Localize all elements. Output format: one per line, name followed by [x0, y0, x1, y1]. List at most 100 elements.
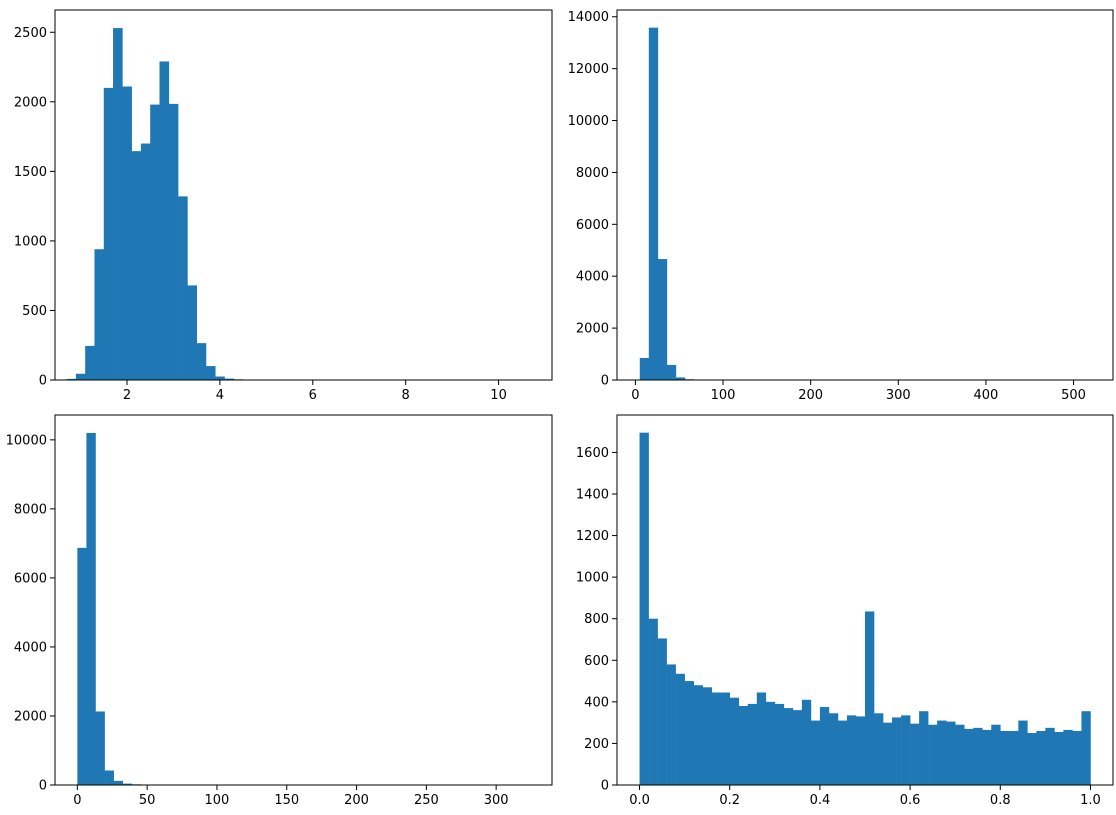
x-tick-label: 100 [711, 388, 736, 403]
histogram-bar [837, 720, 848, 785]
x-tick-label: 2 [123, 388, 131, 403]
histogram-bar [819, 707, 830, 785]
histogram-bar [178, 196, 188, 380]
histogram-bar [901, 715, 911, 785]
histogram-bar [205, 366, 216, 380]
x-tick-label: 500 [1061, 388, 1086, 403]
y-tick-label: 2500 [14, 26, 47, 41]
x-tick-label: 150 [274, 793, 299, 808]
x-tick-label: 100 [205, 793, 230, 808]
y-tick-label: 600 [584, 654, 609, 669]
y-tick-label: 500 [22, 304, 47, 319]
histogram-bar [66, 378, 77, 380]
histogram-bar [792, 710, 803, 785]
histogram-bar [86, 432, 96, 785]
histogram-bar [224, 378, 235, 380]
histogram-panel-bottom-right: 0.0 0.2 0.4 0.6 0.8 1.0 0 200 400 600 800 1000 1200 1… [576, 414, 1114, 808]
histogram-bar [187, 285, 197, 380]
histogram-bar [1036, 730, 1046, 785]
x-tick-label: 250 [414, 793, 439, 808]
histogram-bar [77, 547, 87, 785]
x-tick-label: 300 [886, 388, 911, 403]
x-tick-label: 400 [974, 388, 999, 403]
histogram-bar [657, 259, 668, 380]
y-tick-label: 4000 [14, 640, 47, 655]
y-tick-label: 2000 [576, 322, 609, 337]
y-tick-label: 0 [39, 779, 47, 794]
x-tick-label: 0 [73, 793, 81, 808]
y-tick-label: 0 [601, 779, 609, 794]
histogram-bar [131, 151, 142, 380]
y-tick-label: 10000 [6, 433, 47, 448]
histogram-bar [122, 783, 133, 785]
axes-frame [54, 9, 553, 381]
x-tick-label: 0 [631, 388, 639, 403]
histogram-bar [666, 364, 677, 380]
y-tick-label: 8000 [576, 166, 609, 181]
histogram-bar [729, 697, 740, 785]
histogram-bar [747, 703, 758, 785]
histogram-bar [928, 724, 938, 785]
histogram-bar [159, 61, 170, 380]
histogram-bar [168, 103, 179, 380]
histogram-bar [910, 723, 920, 785]
histogram-bar [919, 711, 929, 785]
histogram-bar [955, 724, 965, 785]
x-tick-label: 0.8 [990, 793, 1011, 808]
histogram-bar [122, 86, 132, 380]
histogram-bar [103, 87, 114, 380]
histogram-bar [720, 692, 731, 785]
histogram-bar [150, 104, 160, 380]
histogram-bar [738, 706, 749, 785]
histogram-bar [874, 713, 884, 785]
x-tick-label: 0.2 [719, 793, 740, 808]
histogram-bar [846, 715, 857, 785]
histogram-bar [657, 638, 667, 785]
histogram-bar [693, 685, 703, 785]
histogram-bar [215, 376, 225, 380]
y-tick-label: 0 [39, 374, 47, 389]
histogram-bar [883, 722, 893, 785]
y-tick-label: 400 [584, 695, 609, 710]
histogram-bar [1045, 727, 1055, 785]
histogram-bar [648, 27, 659, 380]
histogram-bar [801, 699, 812, 785]
histogram-bar [1054, 731, 1064, 785]
histogram-bar [774, 703, 785, 785]
x-tick-label: 0.4 [810, 793, 831, 808]
histogram-bar [95, 711, 105, 785]
histogram-panel-top-right: 0 100 200 300 400 500 0 2000 4000 6000 8000 10000 12… [568, 9, 1114, 403]
histogram-bar [196, 343, 207, 380]
axes-frame [616, 9, 1114, 381]
histogram-bar [783, 708, 794, 785]
histogram-bar [94, 249, 105, 380]
histogram-bar [892, 717, 902, 785]
x-tick-label: 1.0 [1080, 793, 1101, 808]
histogram-bar [946, 721, 956, 785]
x-tick-label: 4 [216, 388, 224, 403]
histogram-bar [865, 611, 875, 785]
histogram-bar [937, 720, 947, 785]
y-tick-label: 200 [584, 737, 609, 752]
x-tick-label: 200 [798, 388, 823, 403]
x-tick-label: 0.0 [629, 793, 650, 808]
y-tick-label: 8000 [14, 502, 47, 517]
histogram-bar [973, 727, 983, 785]
histogram-bar [104, 770, 114, 785]
x-tick-label: 300 [484, 793, 509, 808]
histogram-bar [1063, 729, 1073, 785]
histogram-bar [1009, 730, 1019, 785]
y-tick-label: 800 [584, 612, 609, 627]
x-tick-label: 0.6 [900, 793, 921, 808]
y-tick-label: 2000 [14, 709, 47, 724]
axes-frame [54, 414, 553, 786]
y-tick-label: 1200 [576, 529, 609, 544]
y-tick-label: 4000 [576, 270, 609, 285]
y-tick-label: 0 [601, 374, 609, 389]
histogram-bar [828, 713, 839, 785]
histogram-bar [85, 345, 95, 380]
histogram-bar [1081, 711, 1091, 785]
histogram-bar [113, 780, 123, 785]
histogram-bar [666, 664, 676, 785]
histogram-bar [964, 728, 974, 785]
